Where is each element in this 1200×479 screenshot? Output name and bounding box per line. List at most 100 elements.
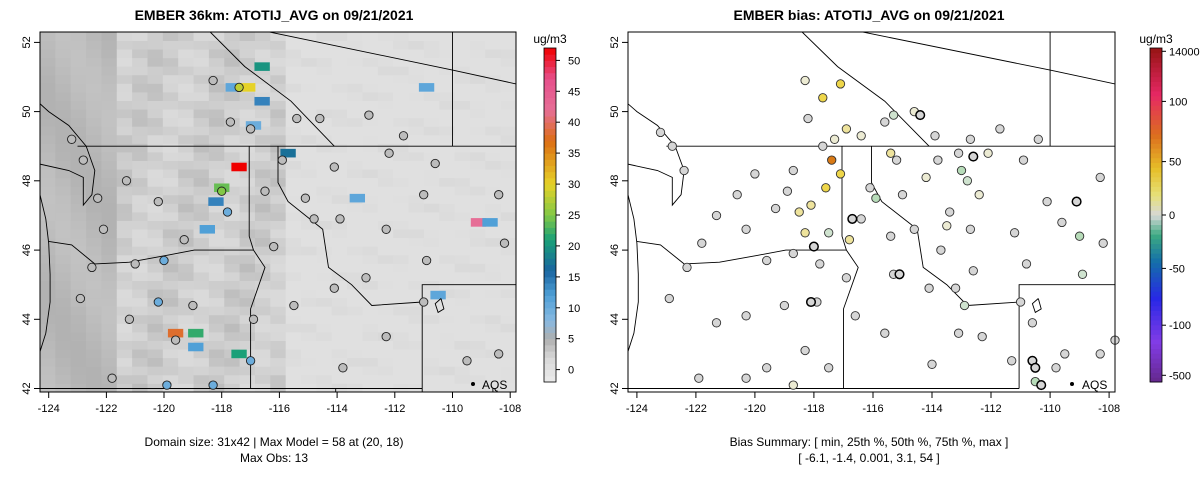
heatmap-cell: [270, 100, 287, 110]
heatmap-cell: [393, 83, 409, 93]
heatmap-cell: [86, 100, 102, 110]
heatmap-cell: [86, 160, 102, 170]
heatmap-cell: [500, 83, 517, 93]
x-tick-label: -108: [499, 403, 521, 415]
colorbar-step: [544, 60, 556, 68]
heatmap-cell: [86, 349, 102, 359]
heatmap-cell: [254, 169, 271, 179]
heatmap-cell: [393, 117, 409, 127]
heatmap-cell: [239, 100, 256, 110]
colorbar-tick-label: -100: [1169, 320, 1191, 332]
heatmap-cell: [439, 366, 455, 376]
heatmap-cell: [331, 143, 348, 153]
heatmap-cell: [485, 297, 502, 307]
heatmap-cell: [408, 383, 425, 393]
map-boundaries: [40, 32, 516, 392]
heatmap-cell: [162, 117, 179, 127]
heatmap-cell: [147, 117, 164, 127]
colorbar-step: [544, 54, 556, 61]
heatmap-cell: [285, 134, 302, 144]
heatmap-cell: [485, 126, 502, 136]
heatmap-cell: [40, 117, 56, 127]
colorbar-step: [544, 215, 556, 222]
heatmap-cell: [224, 357, 241, 367]
heatmap-cell: [485, 332, 502, 341]
heatmap-cell: [270, 246, 287, 256]
heatmap-cell: [239, 160, 256, 170]
colorbar-step: [1150, 152, 1162, 159]
colorbar-step: [1150, 343, 1162, 350]
heatmap-cell: [377, 289, 394, 299]
heatmap-highlight-cell: [254, 62, 270, 71]
heatmap-cell: [485, 32, 502, 41]
heatmap-cell: [162, 109, 179, 119]
colorbar-step: [1150, 95, 1162, 101]
heatmap-cell: [132, 100, 148, 110]
bias-point: [1009, 228, 1020, 238]
observation-site: [315, 113, 325, 124]
observation-site: [159, 255, 169, 266]
heatmap-cell: [347, 143, 363, 153]
heatmap-cell: [101, 40, 118, 50]
heatmap-cell: [285, 246, 302, 256]
heatmap-cell: [101, 66, 118, 76]
heatmap-cell: [101, 100, 118, 110]
heatmap-cell: [101, 314, 118, 324]
heatmap-cell: [70, 212, 87, 221]
heatmap-cell: [193, 272, 210, 281]
heatmap-cell: [331, 349, 348, 359]
heatmap-cell: [500, 194, 517, 204]
heatmap-cell: [116, 263, 133, 273]
heatmap-cell: [439, 186, 455, 196]
heatmap-cell: [101, 83, 118, 93]
observation-site: [269, 241, 279, 252]
heatmap-cell: [377, 92, 394, 101]
heatmap-cell: [285, 126, 302, 136]
x-tick-label: -110: [1039, 403, 1060, 415]
heatmap-cell: [454, 194, 471, 204]
heatmap-cell: [147, 237, 164, 247]
heatmap-cell: [162, 40, 179, 50]
colorbar-step: [1150, 348, 1162, 354]
colorbar-tick-label: 35: [568, 148, 580, 160]
heatmap-cell: [224, 340, 241, 350]
heatmap-cell: [116, 74, 133, 84]
heatmap-cell: [193, 297, 210, 307]
colorbar-step: [1150, 229, 1162, 235]
heatmap-cell: [55, 246, 72, 256]
heatmap-cell: [55, 254, 72, 264]
heatmap-cell: [162, 160, 179, 170]
colorbar-step: [1150, 71, 1162, 78]
heatmap-cell: [316, 374, 333, 384]
heatmap-cell: [500, 229, 517, 239]
heatmap-cell: [70, 74, 87, 84]
heatmap-cell: [270, 220, 287, 230]
heatmap-cell: [393, 246, 409, 256]
heatmap-cell: [193, 57, 210, 67]
heatmap-cell: [377, 40, 394, 50]
heatmap-cell: [500, 32, 517, 41]
heatmap-cell: [316, 323, 333, 333]
heatmap-cell: [40, 383, 56, 393]
heatmap-cell: [469, 194, 486, 204]
bias-point: [1018, 155, 1029, 165]
observation-site: [494, 190, 504, 200]
heatmap-cell: [393, 152, 409, 161]
heatmap-cell: [162, 32, 179, 41]
heatmap-cell: [208, 314, 225, 324]
heatmap-cell: [55, 134, 72, 144]
heatmap-cell: [178, 40, 194, 50]
heatmap-cell: [408, 254, 425, 264]
heatmap-cell: [40, 152, 56, 161]
heatmap-cell: [254, 32, 271, 41]
heatmap-cell: [485, 383, 502, 393]
heatmap-cell: [162, 272, 179, 281]
heatmap-cell: [423, 340, 440, 350]
heatmap-cell: [132, 169, 148, 179]
heatmap-cell: [377, 374, 394, 384]
heatmap-cell: [439, 289, 455, 299]
heatmap-cell: [362, 332, 379, 341]
heatmap-cell: [55, 117, 72, 127]
heatmap-cell: [439, 92, 455, 101]
colorbar-step: [544, 332, 556, 340]
